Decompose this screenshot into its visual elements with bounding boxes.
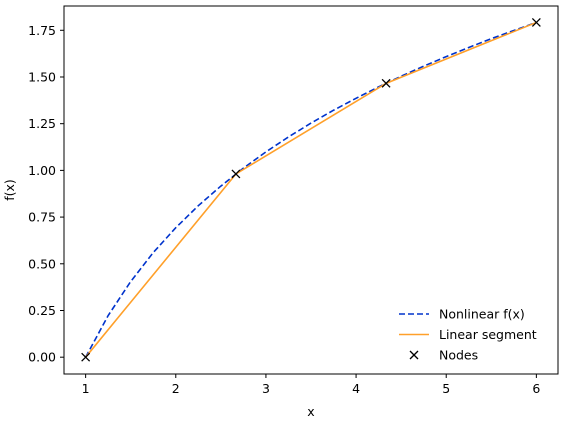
- y-tick-label: 1.00: [28, 163, 56, 178]
- node-marker: [381, 78, 391, 88]
- series-line-nonlinear: [84, 21, 537, 358]
- legend-label: Nodes: [439, 348, 478, 363]
- x-tick-label: 5: [442, 381, 450, 396]
- legend-entry: Nodes: [409, 348, 478, 363]
- axes: 1 2 3 4 5 6 0.00 0.25 0.50 0.75 1.00 1.25 1.50 1.75 x f…: [2, 5, 559, 419]
- series-line-linear-segment: [85, 21, 537, 358]
- node-marker-stroke: [81, 352, 91, 362]
- y-tick-label: 1.25: [28, 116, 56, 131]
- x-tick-label: 1: [82, 381, 90, 396]
- node-marker-stroke: [231, 169, 241, 179]
- plot-area: [81, 17, 541, 362]
- node-marker: [81, 352, 91, 362]
- x-tick-label: 4: [352, 381, 360, 396]
- y-tick-label: 0.75: [28, 210, 56, 225]
- x-tick-label: 6: [532, 381, 540, 396]
- y-tick-label: 1.75: [28, 23, 56, 38]
- legend-marker: [409, 350, 419, 360]
- y-tick-label: 1.50: [28, 69, 56, 84]
- axes-frame: [63, 5, 559, 375]
- y-axis-label: f(x): [2, 179, 17, 201]
- node-marker: [531, 17, 541, 27]
- legend-label: Linear segment: [439, 327, 537, 342]
- y-tick-label: 0.50: [28, 256, 56, 271]
- y-tick-label: 0.25: [28, 303, 56, 318]
- node-marker: [231, 169, 241, 179]
- legend: Nonlinear f(x) Linear segment Nodes: [399, 307, 537, 363]
- y-tick-label: 0.00: [28, 350, 56, 365]
- x-axis-label: x: [307, 404, 314, 419]
- legend-entry: Nonlinear f(x): [399, 307, 525, 322]
- node-marker-stroke: [531, 17, 541, 27]
- x-tick-label: 2: [172, 381, 180, 396]
- x-tick-label: 3: [262, 381, 270, 396]
- node-marker-stroke: [381, 78, 391, 88]
- legend-label: Nonlinear f(x): [439, 307, 525, 322]
- legend-entry: Linear segment: [399, 327, 537, 342]
